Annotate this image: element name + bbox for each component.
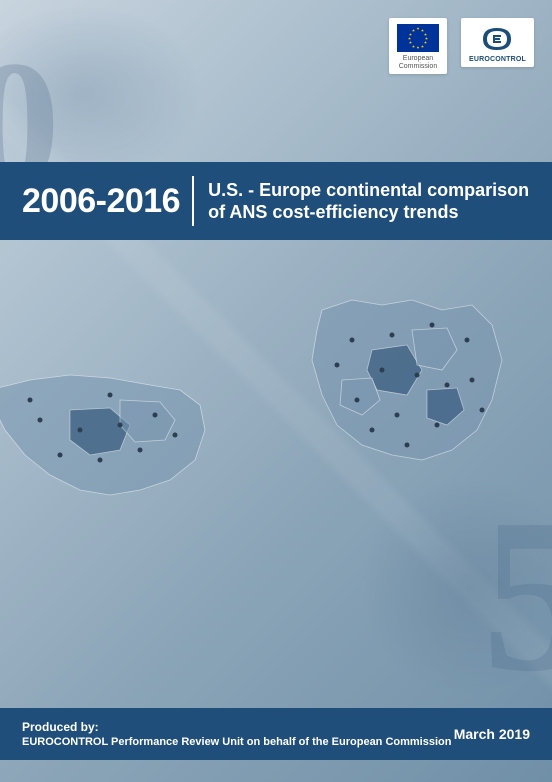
producer-name: EUROCONTROL Performance Review Unit on b… — [22, 736, 451, 748]
ec-label: European Commission — [399, 55, 438, 70]
eurocontrol-icon — [479, 24, 515, 54]
report-title: U.S. - Europe continental comparison of … — [208, 179, 529, 224]
produced-by-label: Produced by: — [22, 720, 451, 734]
header-logos: European Commission EUROCONTROL — [389, 18, 534, 74]
background-texture — [0, 0, 552, 782]
eu-flag-icon — [397, 24, 439, 52]
publication-date: March 2019 — [454, 726, 530, 742]
bg-number-right: 5 — [482, 469, 552, 722]
european-commission-logo: European Commission — [389, 18, 447, 74]
footer-credits: Produced by: EUROCONTROL Performance Rev… — [22, 720, 451, 748]
eurocontrol-label: EUROCONTROL — [469, 56, 526, 63]
year-range: 2006-2016 — [22, 182, 180, 221]
footer-band: Produced by: EUROCONTROL Performance Rev… — [0, 708, 552, 760]
eurocontrol-logo: EUROCONTROL — [461, 18, 534, 67]
title-divider — [192, 176, 194, 226]
title-band: 2006-2016 U.S. - Europe continental comp… — [0, 162, 552, 240]
